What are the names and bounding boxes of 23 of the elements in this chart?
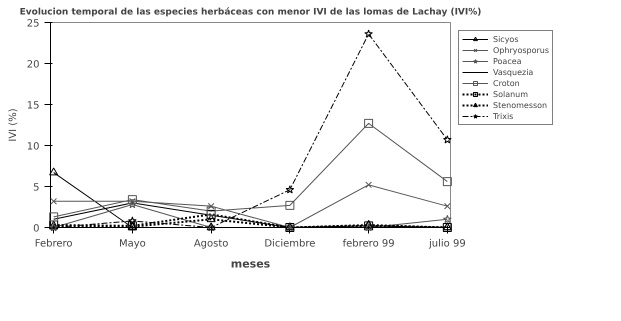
x-tick-label: febrero 99	[342, 238, 395, 250]
chart-title: Evolucion temporal de las especies herbáceas con menor IVI de las lomas de Lachay (IVI%)	[20, 6, 482, 18]
legend-label: Trixis	[493, 111, 514, 121]
legend-label: Croton	[493, 78, 520, 88]
legend-label: Stenomesson	[493, 100, 548, 110]
x-tick-label: Diciembre	[264, 238, 316, 250]
legend-label: Ophryosporus	[493, 45, 550, 55]
legend-label: Vasquezia	[493, 67, 534, 77]
y-tick-label: 5	[33, 182, 40, 194]
y-tick-label: 25	[26, 18, 40, 30]
y-tick-label: 20	[26, 60, 40, 70]
legend-label: Sicyos	[493, 34, 518, 44]
legend-label: Solanum	[493, 89, 528, 99]
x-tick-label: Agosto	[194, 238, 228, 250]
legend-label: Poacea	[493, 56, 522, 66]
y-tick-label: 0	[33, 224, 40, 234]
x-tick-label: Febrero	[34, 238, 73, 250]
x-tick-label: julio 99	[428, 238, 466, 250]
y-tick-label: 15	[26, 100, 40, 112]
y-tick-label: 10	[26, 142, 40, 152]
x-tick-label: Mayo	[118, 238, 146, 250]
y-axis-title: IVI (%)	[8, 108, 19, 142]
x-axis-title: meses	[230, 258, 271, 270]
